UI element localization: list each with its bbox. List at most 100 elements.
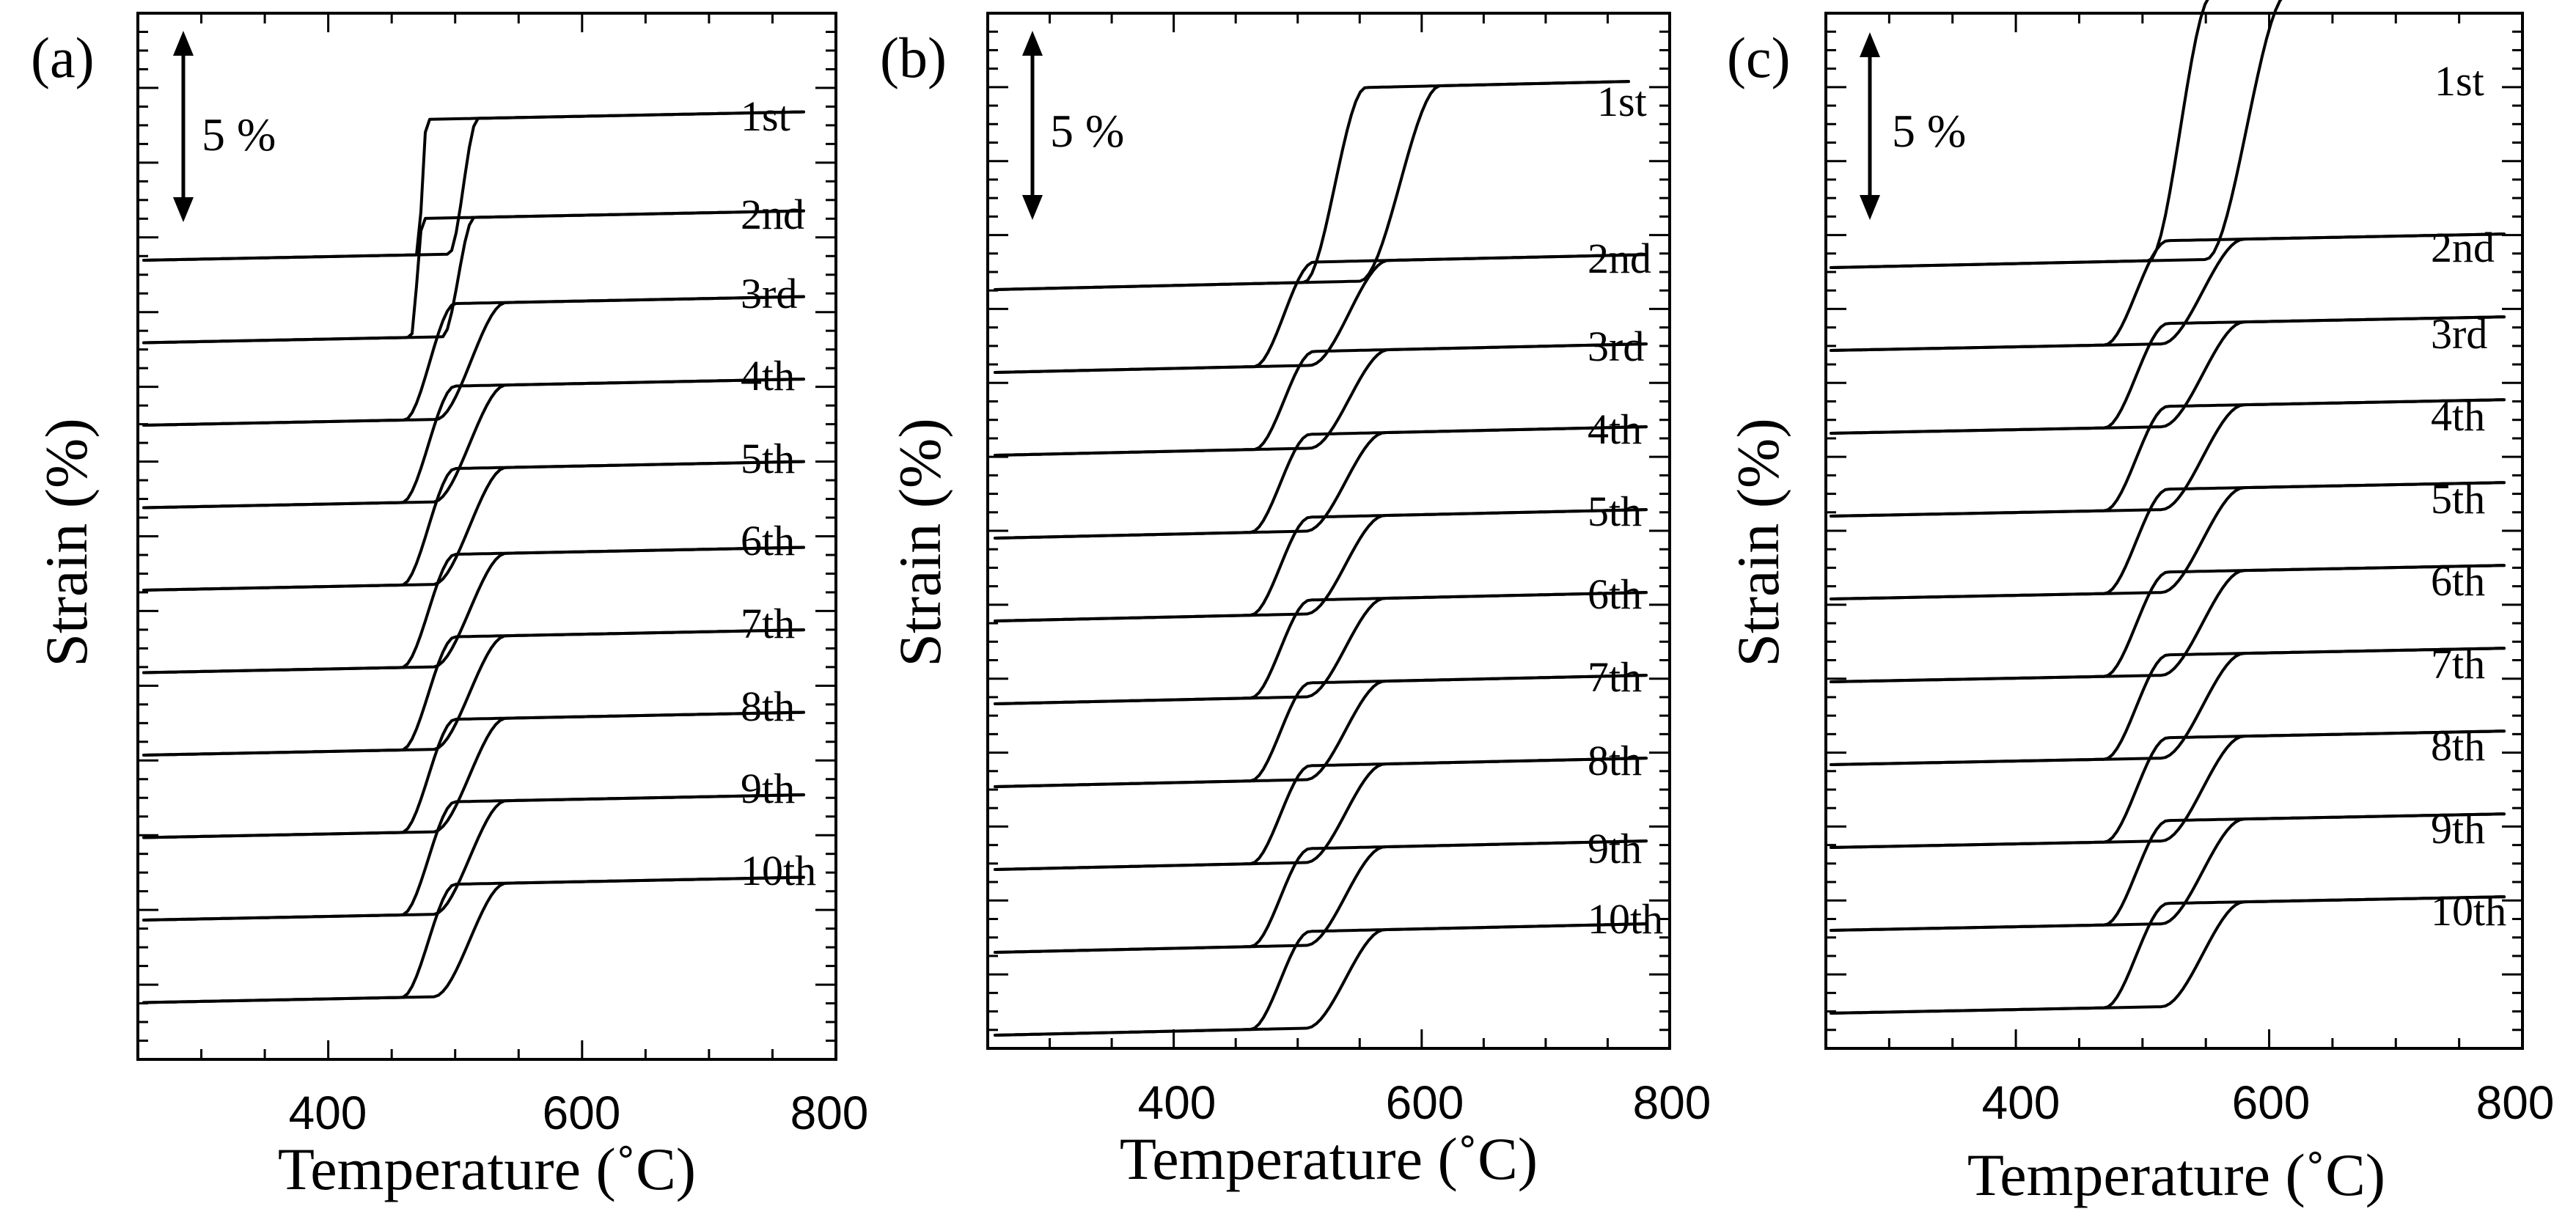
scale-bar-label: 5 % [1050, 105, 1124, 157]
curve-3rd-cooling [142, 295, 805, 427]
x-tick-label: 600 [1386, 1076, 1464, 1129]
x-tick-label: 800 [1633, 1076, 1711, 1129]
cycle-label: 6th [741, 517, 795, 565]
scale-bar-label: 5 % [202, 109, 276, 161]
curve-10th-cooling [142, 875, 805, 1004]
curve-1st-cooling [1830, 0, 2283, 269]
curve-10th-heating [142, 875, 805, 1004]
curve-7th-cooling [994, 674, 1648, 788]
x-tick-label: 800 [2476, 1076, 2555, 1129]
cycle-label: 9th [2431, 805, 2485, 853]
panel-b-scale-bar: 5 % [1022, 31, 1124, 220]
curve-6th-cooling [142, 545, 805, 674]
cycle-label: 10th [741, 847, 816, 894]
curve-4th-heating [142, 378, 805, 510]
panel-a-ticks [138, 13, 836, 1059]
curve-7th-cooling [1830, 647, 2506, 766]
curve-6th-heating [142, 545, 805, 674]
cycle-label: 2nd [741, 191, 804, 238]
cycle-label: 3rd [741, 270, 797, 317]
x-tick-label: 400 [1138, 1076, 1217, 1129]
cycle-label: 6th [1588, 570, 1642, 618]
cycle-label: 3rd [2431, 310, 2487, 358]
cycle-label: 10th [1588, 895, 1663, 943]
cycle-label: 5th [2431, 475, 2485, 523]
scale-bar-label: 5 % [1892, 105, 1966, 157]
cycle-label: 3rd [1588, 323, 1644, 370]
scale-bar-arrow-up-icon [173, 31, 194, 56]
x-tick-label: 600 [2232, 1076, 2311, 1129]
panel-c-cycle-labels: 1st 2nd 3rd 4th 5th 6th 7th 8th 9th 10th [2431, 57, 2506, 935]
scale-bar-arrow-up-icon [1022, 31, 1043, 56]
curve-7th-heating [1830, 647, 2506, 766]
panel-b: 5 % (b) Strain (%) Temperature (˚C) 400 … [880, 12, 1711, 1192]
cycle-label: 9th [741, 765, 795, 812]
cycle-label: 1st [1597, 78, 1647, 125]
scale-bar-arrow-up-icon [1860, 32, 1880, 57]
cycle-label: 8th [1588, 737, 1642, 784]
cycle-label: 10th [2431, 887, 2506, 935]
cycle-label: 5th [741, 435, 795, 482]
curve-4th-cooling [142, 378, 805, 510]
panel-a-xlabel: Temperature (˚C) [278, 1136, 696, 1202]
curve-10th-cooling [994, 922, 1648, 1037]
curve-4th-cooling [994, 425, 1648, 540]
curve-8th-cooling [994, 757, 1648, 871]
panel-c-label: (c) [1727, 26, 1791, 89]
curve-4th-cooling [1830, 398, 2506, 518]
panel-c-ylabel: Strain (%) [1725, 418, 1791, 666]
curve-8th-cooling [1830, 729, 2506, 849]
curve-10th-heating [1830, 895, 2506, 1015]
curve-3rd-cooling [994, 342, 1648, 457]
curve-1st-cooling [994, 80, 1630, 291]
scale-bar-arrow-down-icon [1022, 195, 1043, 220]
panel-c-curves [1830, 0, 2506, 1015]
x-tick-label: 400 [1982, 1076, 2061, 1129]
panel-c-tick-labels: 400 600 800 [1982, 1076, 2555, 1129]
curve-1st-cooling [142, 110, 805, 262]
cycle-label: 2nd [1588, 235, 1651, 282]
curve-7th-heating [142, 628, 805, 757]
curve-9th-cooling [994, 839, 1648, 954]
cycle-label: 7th [1588, 653, 1642, 701]
panel-c: 5 % (c) Strain (%) Temperature (˚C) 400 … [1725, 0, 2554, 1208]
cycle-label: 8th [741, 683, 795, 730]
panel-b-ylabel: Strain (%) [887, 418, 953, 666]
x-tick-label: 400 [289, 1087, 367, 1139]
cycle-label: 9th [1588, 825, 1642, 872]
cycle-label: 4th [741, 352, 795, 400]
cycle-label: 7th [741, 600, 795, 647]
scale-bar-arrow-down-icon [173, 197, 194, 222]
curve-3rd-cooling [1830, 315, 2506, 435]
panel-b-cycle-labels: 1st 2nd 3rd 4th 5th 6th 7th 8th 9th 10th [1588, 78, 1663, 943]
panel-b-frame [986, 12, 1671, 1050]
curve-9th-cooling [142, 793, 805, 922]
cycle-label: 4th [1588, 405, 1642, 453]
curve-5th-heating [1830, 481, 2506, 600]
curve-8th-heating [142, 710, 805, 839]
cycle-label: 1st [2434, 57, 2484, 105]
panel-a: 5 % (a) Strain (%) Temperature (˚C) 400 … [31, 12, 868, 1202]
panel-c-ticks [1826, 13, 2522, 1048]
panel-b-curves [994, 80, 1648, 1037]
curve-2nd-heating [142, 209, 805, 345]
curve-6th-cooling [994, 591, 1648, 705]
cycle-label: 4th [2431, 392, 2485, 440]
curve-3rd-heating [1830, 315, 2506, 435]
panel-b-ticks [988, 13, 1670, 1048]
curve-6th-cooling [1830, 564, 2506, 683]
curve-5th-cooling [142, 460, 805, 592]
x-tick-label: 600 [543, 1087, 621, 1139]
curve-2nd-cooling [142, 209, 805, 345]
panel-a-scale-bar: 5 % [173, 31, 276, 222]
curve-8th-cooling [142, 710, 805, 839]
panel-c-scale-bar: 5 % [1860, 32, 1966, 220]
cycle-label: 5th [1588, 488, 1642, 535]
panel-b-tick-labels: 400 600 800 [1138, 1076, 1711, 1129]
panel-a-label: (a) [31, 26, 95, 89]
curve-6th-heating [1830, 564, 2506, 683]
curve-3rd-heating [142, 295, 805, 427]
curve-2nd-cooling [994, 253, 1648, 374]
panel-a-cycle-labels: 1st 2nd 3rd 4th 5th 6th 7th 8th 9th 10th [741, 92, 816, 894]
